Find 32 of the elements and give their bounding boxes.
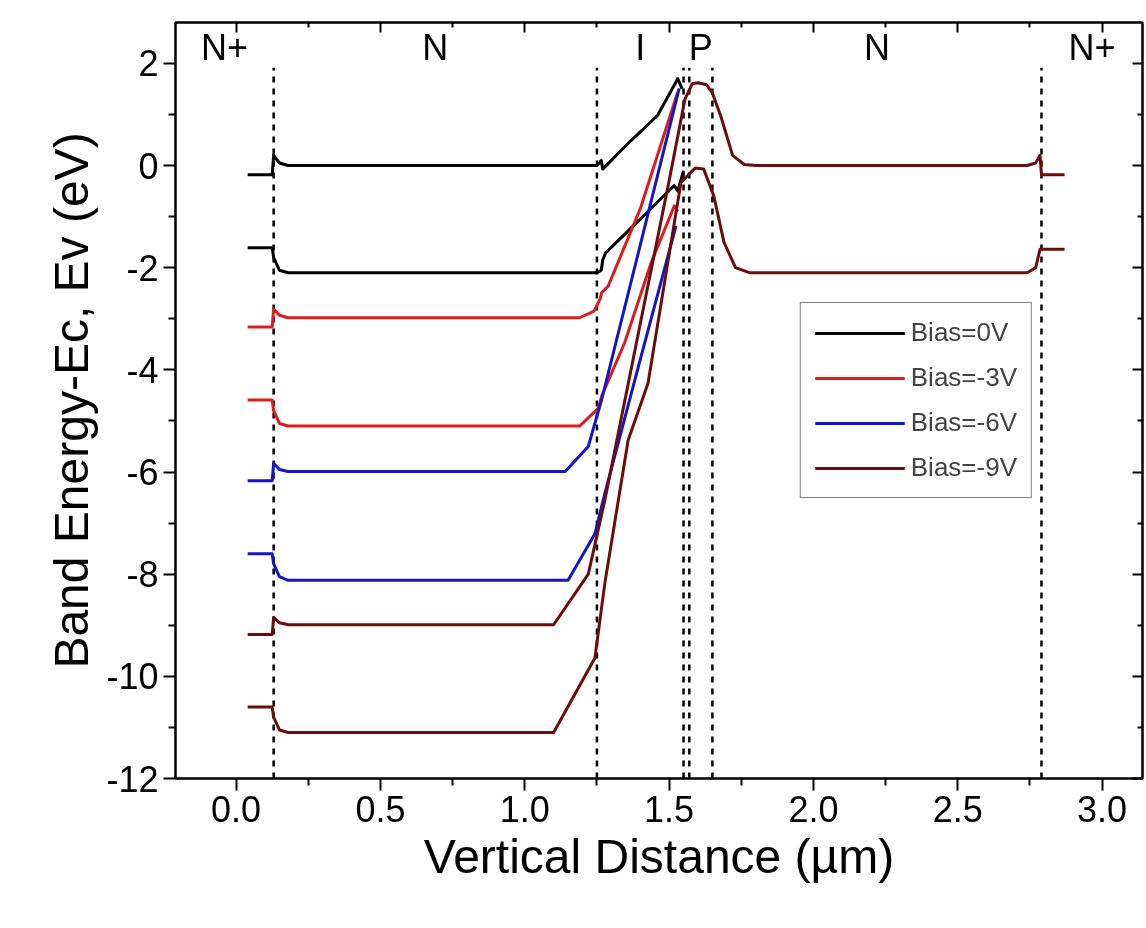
line-series: [246, 81, 1067, 636]
annotation: N: [422, 26, 449, 68]
line-series: [246, 166, 1067, 735]
annotation: P: [688, 26, 713, 68]
legend-label: Bias=-3V: [910, 362, 1017, 393]
y-tick-label: -12: [106, 758, 159, 800]
annotation: N: [863, 26, 890, 68]
x-tick-label: 3.0: [1077, 788, 1128, 830]
x-tick-label: 2.5: [932, 788, 983, 830]
x-tick-label: 1.0: [499, 788, 550, 830]
y-axis-title: Band Energy-Ec, Ev (eV): [45, 132, 99, 669]
x-tick-label: 1.5: [644, 788, 695, 830]
x-tick-label: 0.0: [211, 788, 262, 830]
annotation: N+: [1068, 26, 1116, 68]
line-series: [246, 90, 680, 329]
y-tick-label: -6: [126, 452, 159, 494]
x-tick-label: 0.5: [355, 788, 406, 830]
y-tick-label: -10: [106, 656, 159, 698]
y-tick-label: -2: [126, 247, 159, 289]
line-series: [246, 86, 681, 483]
annotation: N+: [201, 26, 249, 68]
y-tick-label: 2: [138, 43, 159, 85]
x-tick-label: 2.0: [788, 788, 839, 830]
y-tick-label: -8: [126, 554, 159, 596]
legend-label: Bias=-6V: [910, 407, 1017, 438]
line-series: [246, 204, 680, 428]
x-axis-title: Vertical Distance (µm): [423, 829, 895, 883]
legend-label: Bias=-9V: [910, 452, 1017, 483]
legend-label: Bias=0V: [910, 317, 1009, 348]
y-tick-label: 0: [138, 145, 159, 187]
annotation: I: [635, 26, 646, 68]
y-tick-label: -4: [126, 349, 159, 391]
